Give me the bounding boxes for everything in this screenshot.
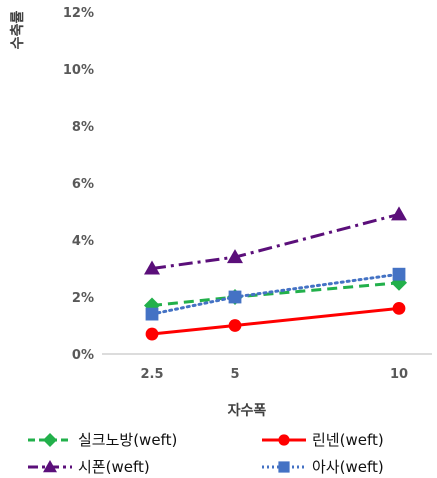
data-point: [228, 290, 242, 304]
series-line: [150, 272, 401, 316]
y-tick-label: 0%: [72, 348, 94, 363]
legend-item: 린넨(weft): [262, 431, 384, 449]
legend-marker: [43, 433, 57, 447]
series-group: [145, 302, 406, 341]
legend-marker: [43, 460, 57, 473]
y-tick-label: 10%: [63, 63, 94, 78]
series-line: [151, 281, 400, 308]
data-point: [228, 319, 242, 332]
legend-label: 시폰(weft): [78, 458, 150, 476]
legend-item: 아사(weft): [262, 458, 384, 476]
legend-marker: [278, 434, 290, 446]
x-axis-title: 자수폭: [228, 403, 267, 419]
legend-label: 린넨(weft): [312, 431, 384, 449]
legend-item: 실크노방(weft): [28, 431, 177, 449]
series-line: [151, 212, 400, 270]
y-tick-label: 8%: [72, 120, 94, 135]
x-tick-label: 10: [390, 367, 408, 382]
x-tick-label: 2.5: [140, 367, 163, 382]
y-axis-ticks: 0% 2% 4% 6% 8% 10% 12%: [63, 6, 94, 363]
data-point: [144, 260, 160, 275]
series-group: [144, 206, 407, 275]
data-point: [227, 249, 243, 264]
y-axis-title: 수축률: [9, 11, 26, 50]
legend-label: 실크노방(weft): [78, 431, 177, 449]
series-line: [151, 306, 400, 336]
y-tick-label: 6%: [72, 177, 94, 192]
data-point: [145, 307, 159, 321]
data-point: [145, 327, 159, 341]
series-group: [145, 267, 406, 321]
y-tick-label: 4%: [72, 234, 94, 249]
legend-label: 아사(weft): [312, 458, 384, 476]
legend: 실크노방(weft) 린넨(weft) 시폰(weft) 아사(weft): [28, 431, 384, 476]
series-layer: [144, 206, 407, 341]
data-point: [392, 267, 406, 281]
y-tick-label: 12%: [63, 6, 94, 21]
y-tick-label: 2%: [72, 291, 94, 306]
legend-marker: [278, 461, 290, 473]
data-point: [392, 302, 406, 315]
x-tick-label: 5: [230, 367, 239, 382]
x-axis-ticks: 2.5 5 10: [140, 367, 408, 382]
data-point: [391, 206, 407, 221]
legend-item: 시폰(weft): [28, 458, 150, 476]
